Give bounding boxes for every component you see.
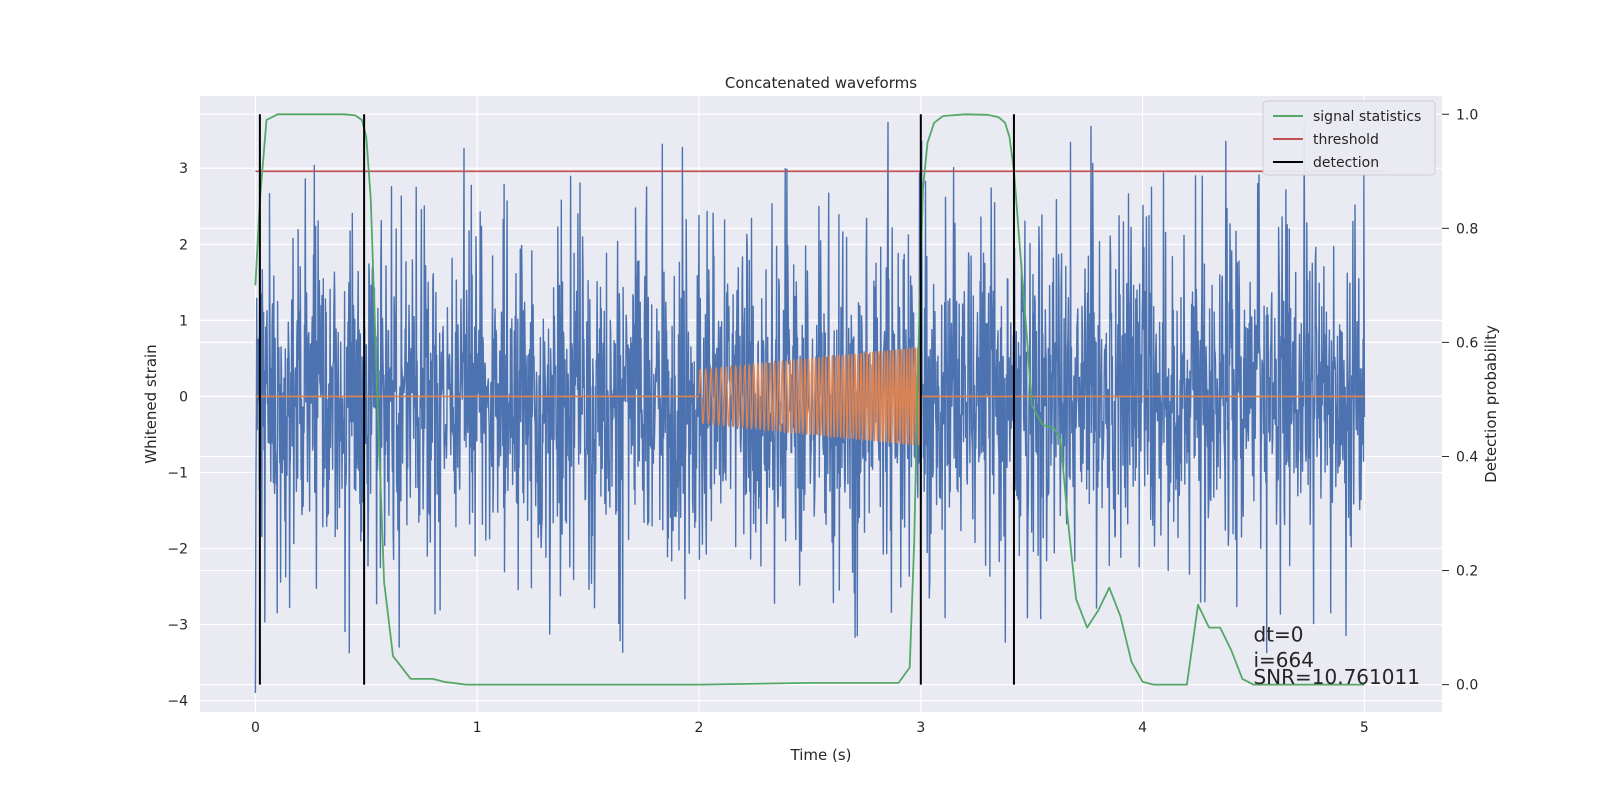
left-y-axis-label: Whitened strain — [142, 344, 160, 463]
signal-statistics-line — [254, 113, 1365, 686]
left-y-tick-label: −3 — [167, 618, 188, 634]
right-y-tick-label: 1.0 — [1456, 107, 1478, 123]
x-axis-ticks: 0 1 2 3 4 5 — [251, 720, 1369, 736]
right-y-axis-label: Detection probability — [1482, 325, 1500, 483]
template-chirp-line — [698, 346, 922, 448]
annotation-text: SNR=10.761011 — [1253, 665, 1419, 689]
x-tick-label: 0 — [251, 720, 260, 736]
chart-title: Concatenated waveforms — [725, 74, 917, 92]
x-axis-label: Time (s) — [790, 746, 852, 764]
x-tick-label: 2 — [695, 720, 704, 736]
plot-lines — [254, 113, 1387, 694]
left-y-tick-label: 1 — [179, 313, 188, 329]
legend-label: threshold — [1313, 132, 1379, 148]
annotation-text: dt=0 — [1253, 622, 1303, 646]
x-tick-label: 5 — [1360, 720, 1369, 736]
left-y-tick-label: −2 — [167, 541, 188, 557]
legend: signal statistics threshold detection — [1262, 100, 1436, 176]
left-y-tick-label: 0 — [179, 389, 188, 405]
left-y-tick-label: −4 — [167, 694, 188, 710]
right-y-tick-label: 0.2 — [1456, 564, 1478, 580]
legend-box — [1262, 100, 1436, 176]
x-tick-label: 4 — [1138, 720, 1147, 736]
left-y-axis-ticks: −4 −3 −2 −1 0 1 2 3 — [167, 161, 188, 709]
right-y-tick-label: 0.0 — [1456, 678, 1478, 694]
right-y-tick-label: 0.6 — [1456, 335, 1478, 351]
legend-label: signal statistics — [1313, 109, 1421, 125]
legend-label: detection — [1313, 155, 1379, 171]
right-y-axis-ticks: 0.0 0.2 0.4 0.6 0.8 1.0 — [1442, 107, 1478, 694]
annotation-text: i=664 — [1253, 648, 1314, 672]
x-tick-label: 1 — [473, 720, 482, 736]
left-y-tick-label: 2 — [179, 237, 188, 253]
x-tick-label: 3 — [916, 720, 925, 736]
left-y-tick-label: −1 — [167, 465, 188, 481]
left-y-tick-label: 3 — [179, 161, 188, 177]
right-y-tick-label: 0.4 — [1456, 449, 1478, 465]
right-y-tick-label: 0.8 — [1456, 221, 1478, 237]
